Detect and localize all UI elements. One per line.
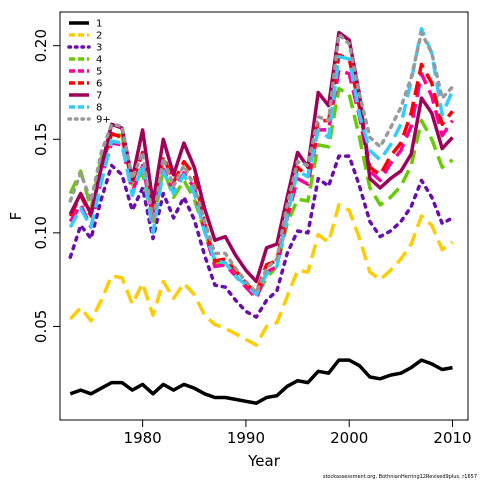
x-tick-label: 1980 xyxy=(124,429,162,447)
series-line-7 xyxy=(68,30,454,284)
legend-label-6: 6 xyxy=(96,79,102,90)
x-axis-label: Year xyxy=(247,452,281,470)
legend-label-1: 1 xyxy=(96,19,102,30)
series-line-9 xyxy=(68,30,455,295)
credit-text: stockassessment.org, BothnianHerring12Re… xyxy=(323,474,477,480)
legend-label-4: 4 xyxy=(96,55,102,66)
x-tick-label: 1990 xyxy=(227,429,265,447)
series-line-8 xyxy=(68,27,455,297)
y-axis: 0.05 0.10 0.15 0.20 xyxy=(32,29,60,343)
legend-label-2: 2 xyxy=(96,31,102,42)
y-tick-label: 0.20 xyxy=(32,29,50,62)
x-axis: 1980 1990 2000 2010 xyxy=(124,420,472,447)
series-layer xyxy=(68,27,455,405)
y-tick-label: 0.10 xyxy=(32,216,50,249)
plot-frame xyxy=(59,11,469,421)
y-tick-label: 0.05 xyxy=(32,310,50,343)
series-line-3 xyxy=(68,154,455,319)
legend-label-7: 7 xyxy=(96,91,102,102)
legend-label-3: 3 xyxy=(96,43,102,54)
legend-label-9: 9+ xyxy=(96,115,111,126)
series-line-1 xyxy=(69,358,453,405)
legend-label-8: 8 xyxy=(96,103,102,114)
y-axis-label: F xyxy=(7,212,25,221)
series-line-5 xyxy=(68,68,454,301)
x-tick-label: 2010 xyxy=(433,429,471,447)
legend-label-5: 5 xyxy=(96,67,102,78)
series-line-2 xyxy=(69,203,454,347)
x-tick-label: 2000 xyxy=(330,429,368,447)
y-tick-label: 0.15 xyxy=(32,123,50,156)
